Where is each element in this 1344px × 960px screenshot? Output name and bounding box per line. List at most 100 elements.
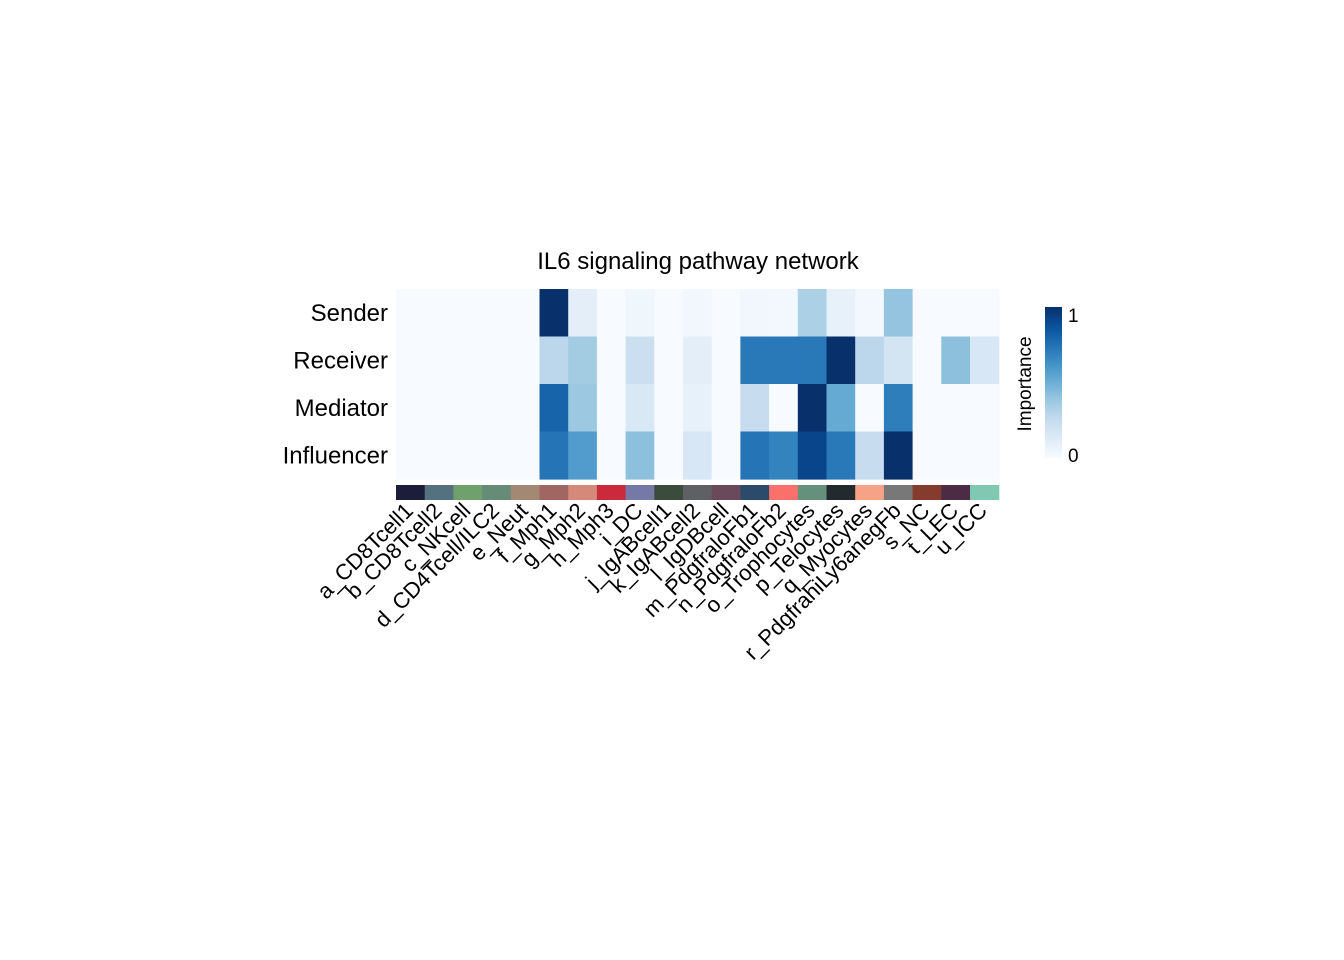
group-color-cell	[826, 485, 856, 500]
group-color-cell	[424, 485, 454, 500]
heatmap-cell	[970, 431, 1000, 480]
heatmap-cell	[683, 336, 713, 385]
heatmap-cell	[510, 336, 541, 385]
heatmap-cells	[396, 289, 1000, 480]
colorbar-max-label: 1	[1068, 306, 1079, 327]
heatmap-cell	[568, 289, 598, 338]
heatmap-cell	[797, 289, 828, 338]
heatmap-cell	[711, 289, 741, 338]
heatmap-cell	[826, 336, 856, 385]
heatmap-cell	[539, 289, 569, 338]
heatmap-cell	[654, 289, 684, 338]
heatmap-cell	[970, 384, 1000, 433]
group-color-cell	[941, 485, 971, 500]
group-color-cell	[740, 485, 770, 500]
group-color-cell	[654, 485, 684, 500]
heatmap-cell	[625, 336, 655, 385]
heatmap-cell	[711, 336, 741, 385]
heatmap-cell	[510, 289, 541, 338]
group-color-cell	[711, 485, 741, 500]
chart-title: IL6 signaling pathway network	[537, 248, 860, 275]
group-color-cell	[453, 485, 483, 500]
heatmap-cell	[482, 289, 512, 338]
heatmap-cell	[625, 384, 655, 433]
heatmap-cell	[941, 431, 971, 480]
heatmap-cell	[683, 384, 713, 433]
heatmap-cell	[855, 289, 885, 338]
heatmap-cell	[970, 336, 1000, 385]
heatmap-cell	[654, 384, 684, 433]
heatmap-cell	[596, 336, 627, 385]
group-color-cell	[482, 485, 512, 500]
heatmap-cell	[510, 431, 541, 480]
heatmap-cell	[826, 384, 856, 433]
heatmap-cell	[855, 384, 885, 433]
column-labels: a_CD8Tcell1b_CD8Tcell2c_NKcelld_CD4Tcell…	[312, 498, 992, 665]
group-color-cell	[855, 485, 885, 500]
heatmap-cell	[769, 384, 799, 433]
group-color-cell	[683, 485, 713, 500]
colorbar-gradient	[1045, 307, 1062, 458]
heatmap-cell	[883, 384, 914, 433]
heatmap-cell	[912, 289, 942, 338]
heatmap-cell	[424, 384, 454, 433]
heatmap-cell	[740, 384, 770, 433]
group-color-cell	[912, 485, 942, 500]
heatmap-cell	[941, 384, 971, 433]
heatmap-cell	[539, 384, 569, 433]
heatmap-cell	[568, 336, 598, 385]
heatmap-cell	[826, 431, 856, 480]
heatmap-cell	[625, 431, 655, 480]
heatmap-cell	[596, 384, 627, 433]
heatmap-cell	[883, 336, 914, 385]
heatmap-cell	[539, 336, 569, 385]
heatmap-cell	[912, 336, 942, 385]
row-label: Mediator	[295, 395, 388, 422]
heatmap-cell	[740, 431, 770, 480]
heatmap-cell	[883, 431, 914, 480]
heatmap-cell	[453, 384, 483, 433]
heatmap-cell	[482, 431, 512, 480]
colorbar-min-label: 0	[1068, 446, 1079, 467]
group-color-cell	[510, 485, 541, 500]
colorbar: 1 0 Importance	[1015, 306, 1079, 467]
heatmap-cell	[683, 289, 713, 338]
heatmap-cell	[654, 431, 684, 480]
heatmap-cell	[568, 431, 598, 480]
heatmap-cell	[596, 289, 627, 338]
heatmap-cell	[769, 289, 799, 338]
group-color-cell	[797, 485, 828, 500]
heatmap-cell	[740, 336, 770, 385]
row-label: Influencer	[283, 442, 388, 469]
heatmap-cell	[883, 289, 914, 338]
row-label: Receiver	[293, 347, 388, 374]
heatmap-cell	[396, 336, 426, 385]
heatmap-cell	[855, 336, 885, 385]
heatmap-cell	[683, 431, 713, 480]
heatmap-cell	[769, 431, 799, 480]
row-label: Sender	[311, 300, 388, 327]
colorbar-title: Importance	[1015, 336, 1036, 431]
heatmap-cell	[941, 336, 971, 385]
heatmap-cell	[596, 431, 627, 480]
heatmap-cell	[769, 336, 799, 385]
group-color-cell	[596, 485, 627, 500]
heatmap-cell	[453, 289, 483, 338]
group-color-strip	[396, 485, 1000, 500]
heatmap-cell	[424, 431, 454, 480]
group-color-cell	[568, 485, 598, 500]
heatmap-cell	[797, 336, 828, 385]
heatmap-cell	[539, 431, 569, 480]
group-color-cell	[625, 485, 655, 500]
group-color-cell	[970, 485, 1000, 500]
group-color-cell	[539, 485, 569, 500]
heatmap-cell	[740, 289, 770, 338]
heatmap-cell	[424, 289, 454, 338]
heatmap-cell	[912, 431, 942, 480]
group-color-cell	[883, 485, 914, 500]
row-labels: Sender Receiver Mediator Influencer	[283, 300, 388, 470]
heatmap-cell	[797, 384, 828, 433]
heatmap-cell	[453, 431, 483, 480]
heatmap-cell	[711, 431, 741, 480]
heatmap-cell	[711, 384, 741, 433]
